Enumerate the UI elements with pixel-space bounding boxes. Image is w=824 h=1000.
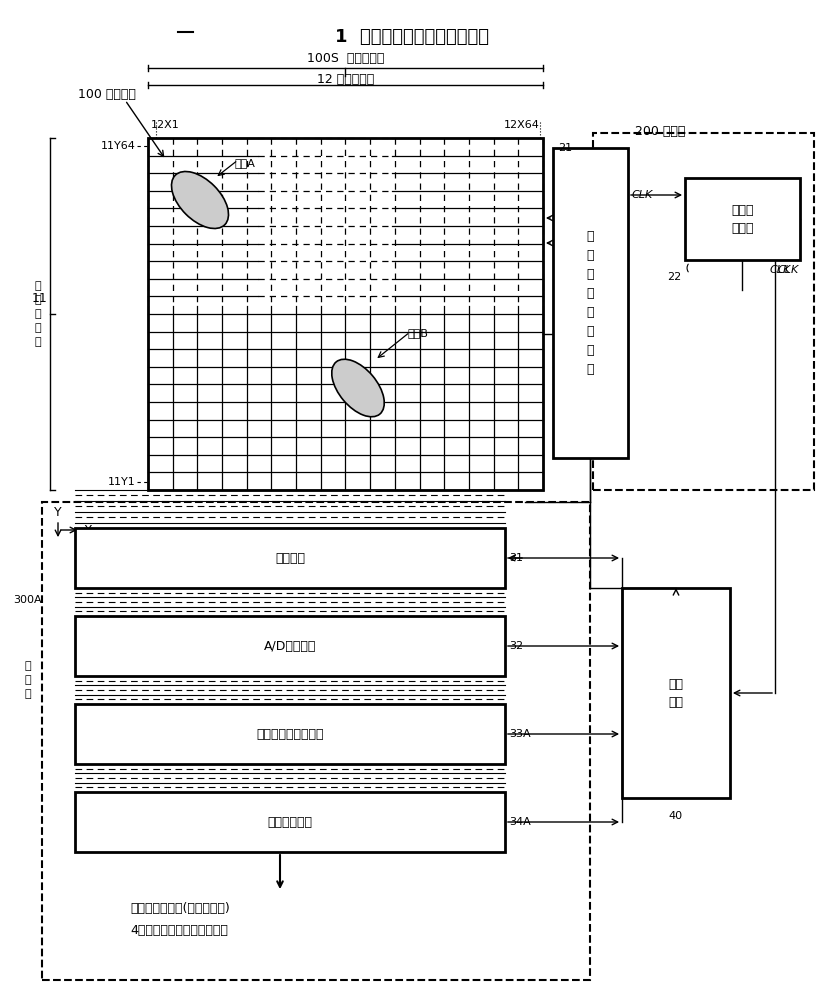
Text: 12X1: 12X1 (151, 120, 180, 130)
Bar (148, 138, 543, 490)
Text: 22: 22 (667, 272, 681, 282)
Text: 12X64: 12X64 (504, 120, 540, 130)
Text: 11: 11 (31, 292, 47, 306)
Bar (75, 704, 505, 764)
Bar (42, 502, 590, 980)
Text: 用户A: 用户A (235, 158, 256, 168)
Text: CLK: CLK (778, 265, 799, 275)
Text: 4供给各用户的指示位置信息: 4供给各用户的指示位置信息 (130, 924, 228, 937)
Text: 控制
电路: 控制 电路 (668, 678, 683, 708)
Text: 11Y1: 11Y1 (108, 477, 136, 487)
Text: 40: 40 (669, 811, 683, 821)
Text: 放大电路: 放大电路 (275, 552, 305, 564)
Text: 32: 32 (509, 641, 523, 651)
Bar (685, 178, 800, 260)
Text: 时钟产
生电路: 时钟产 生电路 (731, 204, 754, 234)
Text: 300A: 300A (14, 595, 42, 605)
Text: X: X (84, 524, 92, 536)
Text: 发
送
导
体
组: 发 送 导 体 组 (35, 281, 41, 347)
Text: CLK: CLK (632, 190, 653, 200)
Text: 33A: 33A (509, 729, 531, 739)
Ellipse shape (171, 171, 228, 229)
Bar (148, 138, 543, 490)
Text: 34A: 34A (509, 817, 531, 827)
Text: 接
收
部: 接 收 部 (25, 661, 31, 699)
Text: 31: 31 (509, 553, 523, 563)
Text: 1  多点接触且多用户检测装置: 1 多点接触且多用户检测装置 (335, 28, 489, 46)
Text: 11Y64: 11Y64 (101, 141, 136, 151)
Text: Y: Y (54, 506, 62, 518)
Text: 用户B: 用户B (408, 328, 428, 338)
Text: 100S  指示输入面: 100S 指示输入面 (307, 52, 384, 65)
Text: A/D转换电路: A/D转换电路 (264, 640, 316, 652)
Bar (75, 616, 505, 676)
Text: 100 传感器部: 100 传感器部 (78, 88, 136, 101)
Bar (593, 133, 814, 490)
Bar (75, 792, 505, 852)
Text: 200 发送部: 200 发送部 (635, 125, 686, 138)
Text: 用户及位置识别电路: 用户及位置识别电路 (256, 728, 324, 740)
Ellipse shape (332, 359, 384, 417)
Text: 向显示控制装置(计算机装置): 向显示控制装置(计算机装置) (130, 902, 230, 915)
Text: 21: 21 (558, 143, 572, 153)
Text: 位置检测电路: 位置检测电路 (268, 816, 312, 828)
Text: CLK: CLK (770, 265, 791, 275)
Text: 12 接收导体组: 12 接收导体组 (317, 73, 374, 86)
Bar (553, 148, 628, 458)
Bar (622, 588, 730, 798)
Bar (75, 528, 505, 588)
Text: 发
送
信
号
供
给
电
路: 发 送 信 号 供 给 电 路 (587, 230, 594, 376)
